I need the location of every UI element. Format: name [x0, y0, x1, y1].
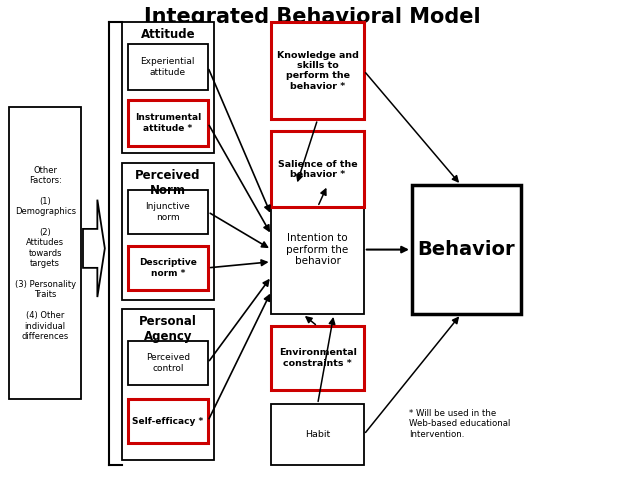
FancyBboxPatch shape [128, 399, 208, 443]
FancyBboxPatch shape [9, 107, 81, 399]
Text: Instrumental
attitude *: Instrumental attitude * [135, 113, 201, 132]
Text: Self-efficacy *: Self-efficacy * [132, 417, 203, 426]
FancyBboxPatch shape [128, 341, 208, 385]
Text: Habit: Habit [305, 430, 330, 439]
Text: Intention to
perform the
behavior: Intention to perform the behavior [286, 233, 349, 266]
Text: Perceived
Norm: Perceived Norm [135, 169, 200, 197]
FancyBboxPatch shape [271, 22, 364, 119]
Text: Personal
Agency: Personal Agency [139, 315, 197, 343]
FancyBboxPatch shape [128, 100, 208, 146]
FancyBboxPatch shape [128, 44, 208, 90]
Text: * Will be used in the
Web-based educational
Intervention.: * Will be used in the Web-based educatio… [409, 409, 510, 439]
Text: Experiential
attitude: Experiential attitude [140, 57, 195, 76]
FancyBboxPatch shape [122, 22, 214, 153]
Text: Other
Factors:

(1)
Demographics

(2)
Attitudes
towards
targets

(3) Personality: Other Factors: (1) Demographics (2) Atti… [15, 166, 76, 341]
FancyBboxPatch shape [122, 309, 214, 460]
Text: Behavior: Behavior [417, 240, 515, 259]
FancyBboxPatch shape [122, 163, 214, 300]
FancyBboxPatch shape [271, 185, 364, 314]
Text: Environmental
constraints *: Environmental constraints * [279, 348, 356, 368]
FancyBboxPatch shape [128, 190, 208, 234]
Text: Knowledge and
skills to
perform the
behavior *: Knowledge and skills to perform the beha… [276, 51, 359, 91]
Text: Perceived
control: Perceived control [146, 353, 190, 373]
FancyBboxPatch shape [412, 185, 521, 314]
Polygon shape [83, 200, 105, 297]
FancyBboxPatch shape [271, 131, 364, 207]
Text: Integrated Behavioral Model: Integrated Behavioral Model [144, 7, 480, 27]
FancyBboxPatch shape [271, 404, 364, 465]
Text: Salience of the
behavior *: Salience of the behavior * [278, 160, 358, 179]
FancyBboxPatch shape [128, 246, 208, 290]
Text: Attitude: Attitude [140, 28, 195, 41]
FancyBboxPatch shape [271, 326, 364, 390]
Text: Descriptive
norm *: Descriptive norm * [139, 258, 197, 278]
Text: Injunctive
norm: Injunctive norm [145, 202, 190, 222]
